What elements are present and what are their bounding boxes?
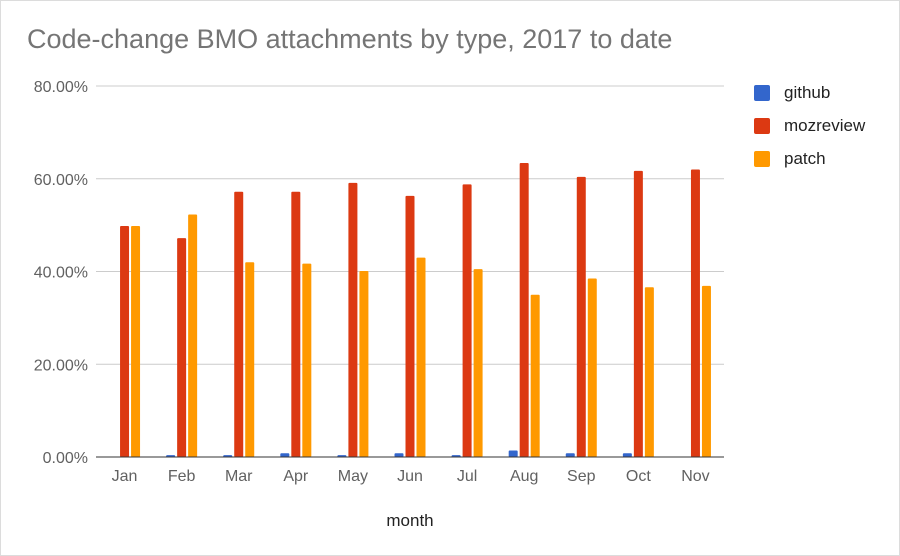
bar-mozreview xyxy=(291,191,301,458)
legend-item-github: github xyxy=(754,76,865,109)
bar-mozreview xyxy=(348,182,358,457)
x-tick-label: Feb xyxy=(168,468,196,485)
x-tick-label: Jun xyxy=(397,468,423,485)
legend-item-mozreview: mozreview xyxy=(754,109,865,142)
chart-legend: github mozreview patch xyxy=(754,76,865,175)
bar-mozreview xyxy=(576,176,586,457)
bar-patch xyxy=(644,287,654,457)
x-tick-label: Jan xyxy=(112,468,138,485)
bar-github xyxy=(280,453,290,457)
bar-github xyxy=(622,453,632,457)
bar-mozreview xyxy=(633,170,643,457)
y-tick-label: 60.00% xyxy=(34,172,88,189)
bar-mozreview xyxy=(462,184,472,457)
bar-mozreview xyxy=(120,226,130,457)
x-tick-label: Mar xyxy=(225,468,253,485)
legend-swatch xyxy=(754,117,770,134)
bar-patch xyxy=(587,278,597,457)
legend-label: github xyxy=(784,82,831,102)
bar-mozreview xyxy=(519,162,529,458)
x-tick-label: Nov xyxy=(681,468,709,485)
y-tick-label: 20.00% xyxy=(34,357,88,374)
bar-patch xyxy=(245,262,255,457)
y-tick-label: 0.00% xyxy=(43,450,88,467)
bar-github xyxy=(508,450,518,457)
x-tick-label: Oct xyxy=(626,468,651,485)
y-tick-label: 40.00% xyxy=(34,265,88,282)
bar-patch xyxy=(530,294,540,457)
bar-patch xyxy=(188,214,198,457)
x-tick-label: Sep xyxy=(567,468,596,485)
bar-patch xyxy=(701,285,711,457)
bar-mozreview xyxy=(690,169,700,457)
bar-github xyxy=(394,453,404,457)
x-tick-label: Jul xyxy=(457,468,477,485)
x-tick-label: May xyxy=(338,468,368,485)
legend-swatch xyxy=(754,150,770,167)
x-tick-label: Apr xyxy=(283,468,309,485)
legend-label: mozreview xyxy=(784,115,866,135)
x-axis-title: month xyxy=(386,511,433,530)
x-tick-label: Aug xyxy=(510,468,538,485)
bar-patch xyxy=(302,263,312,457)
bar-patch xyxy=(416,257,426,457)
y-tick-label: 80.00% xyxy=(34,79,88,96)
legend-swatch xyxy=(754,84,770,101)
bar-patch xyxy=(359,271,369,457)
legend-item-patch: patch xyxy=(754,142,865,175)
bar-github xyxy=(565,453,575,457)
bar-mozreview xyxy=(405,195,415,457)
chart-title: Code-change BMO attachments by type, 201… xyxy=(27,24,673,54)
bar-mozreview xyxy=(177,238,187,457)
bar-patch xyxy=(131,226,141,457)
legend-label: patch xyxy=(784,148,826,168)
bar-patch xyxy=(473,269,483,457)
bar-mozreview xyxy=(234,191,244,458)
